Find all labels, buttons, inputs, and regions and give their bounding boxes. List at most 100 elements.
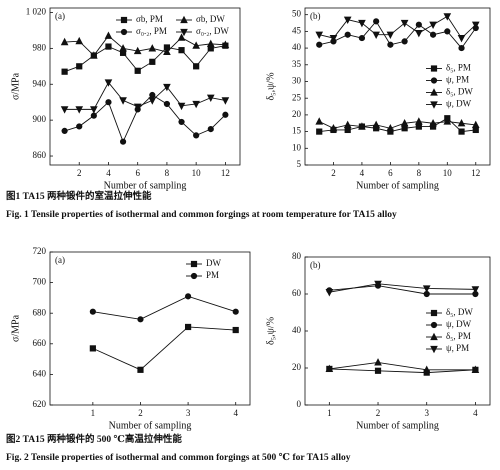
marker [316,128,323,135]
marker [316,41,323,48]
legend-label: ψ, DW [446,99,472,109]
series-line [319,117,476,133]
y-tick-label: 50 [292,9,302,19]
marker [471,286,480,294]
marker [415,117,423,125]
x-tick-label: 2 [331,168,336,178]
marker [75,106,84,114]
x-tick-label: 4 [360,168,365,178]
x-tick-label: 10 [443,168,453,178]
x-tick-label: 6 [388,168,393,178]
panel-label: (b) [310,260,321,270]
marker [206,39,215,47]
marker [422,365,431,373]
y-axis-label: δ₅,ψ/% [265,317,276,345]
series-line [329,283,476,293]
marker [61,127,68,135]
legend-label: PM [206,270,219,280]
legend-label: δ₅, DW [446,307,473,317]
marker [222,111,229,118]
marker [148,97,157,105]
y-tick-label: 40 [292,42,302,52]
marker [429,21,437,29]
y-tick-label: 35 [292,59,302,69]
panel-label: (b) [310,11,321,21]
legend-label: δ₅, DW [446,87,473,97]
marker [443,13,452,21]
marker [400,118,409,127]
x-tick-label: 1 [91,408,96,418]
marker [163,83,171,92]
marker [343,120,352,129]
marker [329,123,338,132]
legend-marker [430,101,438,109]
marker [221,40,230,48]
marker [149,91,156,99]
legend-marker [430,88,438,96]
marker [134,67,141,74]
marker [444,28,451,35]
marker [443,117,452,125]
legend-label: δ₅, PM [446,331,471,341]
x-tick-label: 12 [221,168,230,178]
legend-marker [430,77,438,84]
marker [90,106,98,114]
marker [90,51,98,59]
marker [61,68,68,75]
marker [471,120,480,129]
y-tick-label: 0 [297,399,302,409]
plot-frame [49,251,251,406]
y-tick-label: 700 [33,277,47,287]
panel-label: (a) [55,255,65,265]
legend-marker [180,28,188,37]
y-tick-label: 60 [292,288,302,298]
marker [119,138,127,145]
series-line [329,285,476,295]
y-tick-label: 1 020 [26,7,47,17]
marker [429,31,437,38]
marker [344,126,351,134]
series-line [319,20,477,49]
marker [358,34,366,42]
y-tick-label: 30 [292,76,302,86]
marker [372,31,380,40]
plot-frame [49,7,241,166]
legend-marker [120,28,128,36]
caption-en: Fig. 1 Tensile properties of isothermal … [6,210,397,220]
marker [148,44,157,52]
marker [329,34,338,43]
legend-marker [430,309,438,317]
marker [89,308,96,315]
legend-marker [180,15,188,24]
marker [178,118,185,126]
legend-label: ψ, PM [446,343,469,353]
marker [325,364,334,373]
marker [344,31,351,38]
marker [401,125,408,132]
legend-marker [430,65,438,72]
caption-cn: 图2 TA15 两种锻件的 500 ℃高温拉伸性能 [6,433,182,445]
marker [75,36,84,45]
x-tick-label: 4 [106,168,111,178]
x-tick-label: 2 [138,408,143,418]
legend-marker [190,272,198,280]
marker [343,16,352,24]
marker [325,289,334,297]
x-tick-label: 2 [77,168,82,178]
marker [472,126,479,134]
y-tick-label: 40 [292,325,302,335]
marker [193,132,200,139]
marker [373,18,380,25]
marker [358,19,366,28]
marker [119,44,127,52]
legend-label: DW [206,258,221,268]
caption-en: Fig. 2 Tensile properties of isothermal … [6,453,351,463]
marker [133,46,142,55]
legend-label: ψ, DW [446,319,472,329]
marker [374,367,382,374]
x-tick-label: 10 [192,168,202,178]
marker [315,117,324,125]
series-line [329,368,476,374]
y-tick-label: 20 [292,362,302,372]
marker [374,280,382,289]
